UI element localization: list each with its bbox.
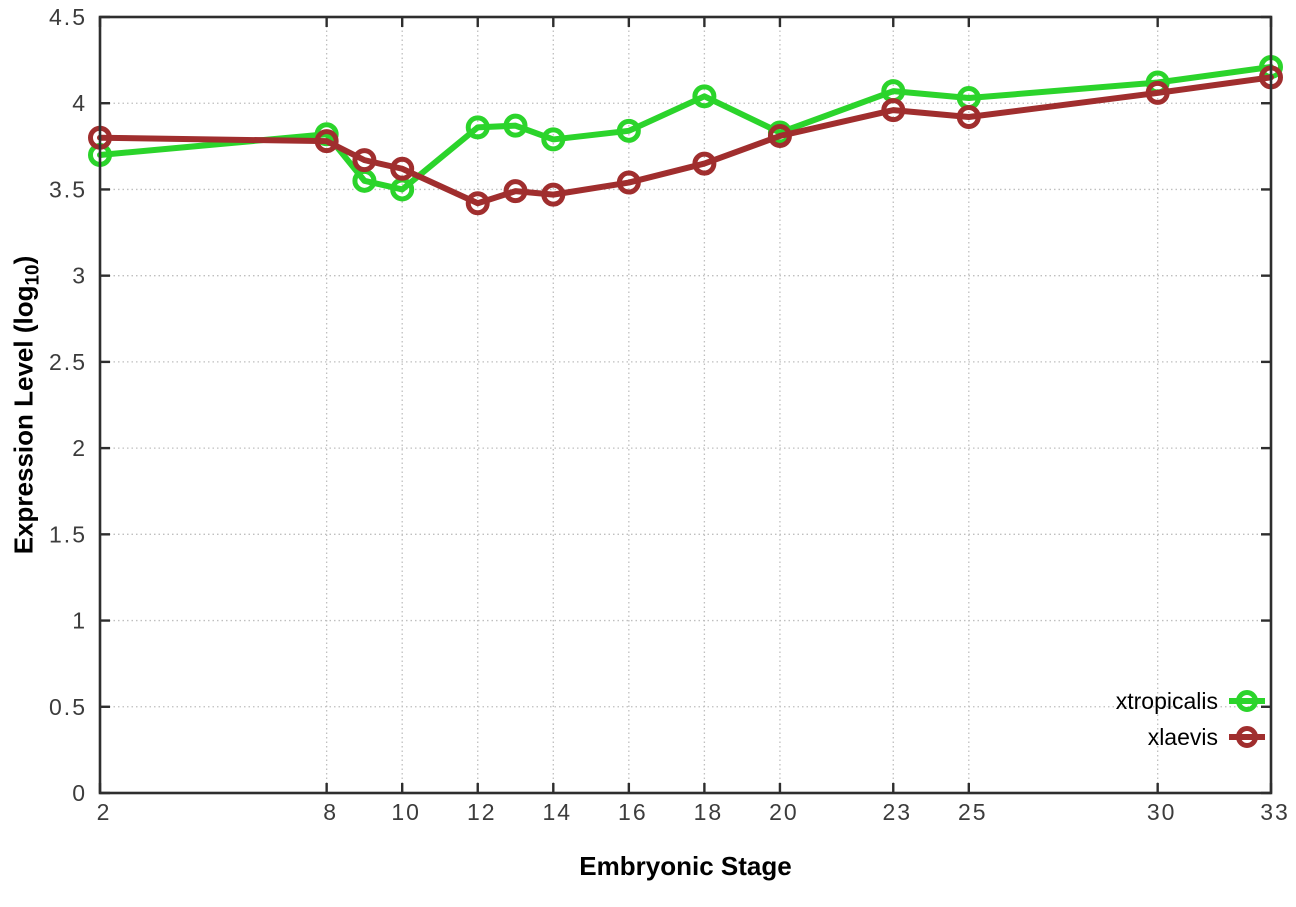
svg-text:1.5: 1.5	[49, 521, 87, 547]
svg-text:1: 1	[72, 608, 87, 634]
svg-text:20: 20	[769, 799, 799, 825]
legend-marker-xlaevis-icon	[1229, 726, 1265, 748]
svg-text:4: 4	[72, 90, 87, 116]
y-axis-title-subscript: 10	[22, 264, 44, 286]
svg-text:2: 2	[72, 435, 87, 461]
legend-label-xlaevis: xlaevis	[1147, 723, 1218, 750]
svg-text:3: 3	[72, 263, 87, 289]
svg-text:12: 12	[467, 799, 497, 825]
legend-marker-xtropicalis-icon	[1229, 690, 1265, 712]
legend-item-xtropicalis: xtropicalis	[1116, 684, 1266, 718]
legend-label-xtropicalis: xtropicalis	[1115, 687, 1218, 714]
svg-text:16: 16	[618, 799, 648, 825]
svg-text:10: 10	[391, 799, 421, 825]
svg-text:0: 0	[72, 780, 87, 806]
svg-text:2.5: 2.5	[49, 349, 87, 375]
svg-text:18: 18	[694, 799, 724, 825]
legend-item-xlaevis: xlaevis	[1116, 720, 1266, 754]
y-axis-title-suffix: )	[8, 255, 39, 265]
svg-text:8: 8	[323, 799, 338, 825]
svg-text:3.5: 3.5	[49, 176, 87, 202]
legend: xtropicalis xlaevis	[1116, 684, 1266, 754]
y-axis-title-text: Expression Level (log	[8, 285, 39, 555]
svg-text:25: 25	[958, 799, 988, 825]
svg-text:4.5: 4.5	[49, 4, 87, 30]
svg-text:30: 30	[1147, 799, 1177, 825]
svg-text:33: 33	[1260, 799, 1290, 825]
svg-text:0.5: 0.5	[49, 694, 87, 720]
x-axis-title: Embryonic Stage	[579, 851, 792, 881]
y-axis-title: Expression Level (log10)	[8, 255, 44, 555]
svg-text:2: 2	[97, 799, 112, 825]
svg-text:23: 23	[882, 799, 912, 825]
svg-text:14: 14	[542, 799, 572, 825]
